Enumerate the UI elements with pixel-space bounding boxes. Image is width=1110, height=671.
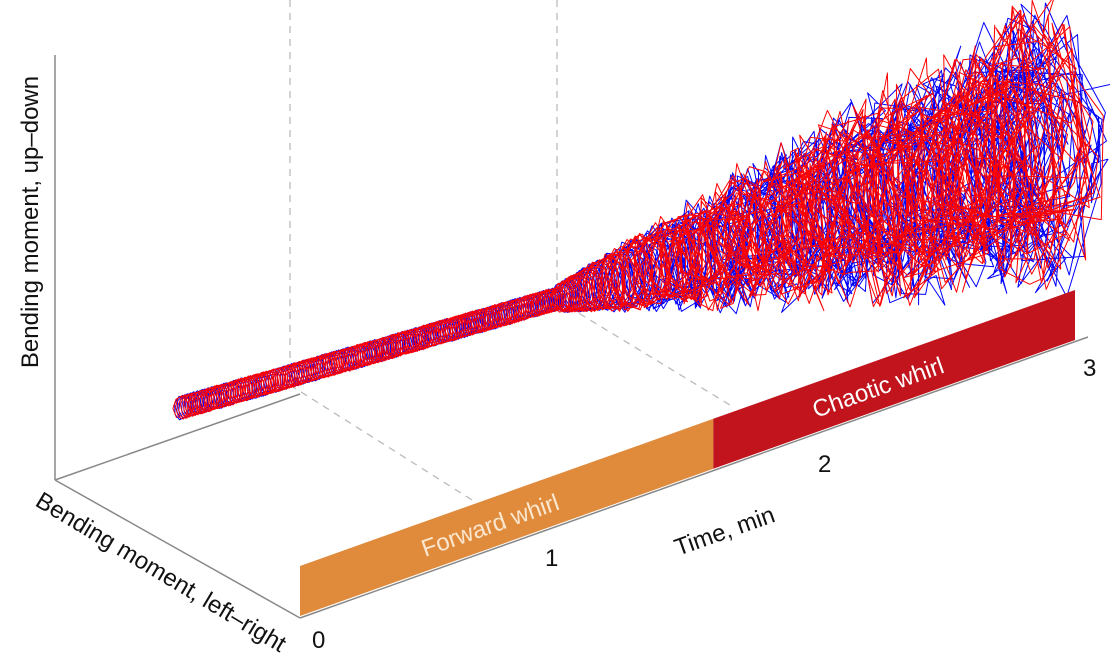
axis-label-up-down: Bending moment, up–down — [17, 76, 44, 368]
regime-bar-chaotic-whirl — [713, 290, 1075, 469]
trajectory — [172, 0, 1110, 421]
gridlines — [289, 0, 731, 501]
tick-label-0: 0 — [312, 627, 325, 654]
regime-bar-forward-whirl — [300, 418, 714, 616]
tick-label-2: 2 — [818, 451, 831, 478]
gridline-floor-2 — [556, 299, 731, 406]
tick-label-1: 1 — [545, 545, 558, 572]
gridline-floor-1 — [289, 384, 473, 501]
tick-label-3: 3 — [1083, 355, 1096, 382]
axis-left-right — [54, 479, 301, 619]
trajectory-line-red — [172, 0, 1104, 420]
axes — [54, 55, 1089, 619]
axis-back-floor — [54, 393, 301, 481]
axis-time — [299, 336, 1089, 619]
axis-label-time: Time, min — [671, 501, 778, 561]
axis-label-left-right: Bending moment, left–right — [31, 487, 291, 658]
